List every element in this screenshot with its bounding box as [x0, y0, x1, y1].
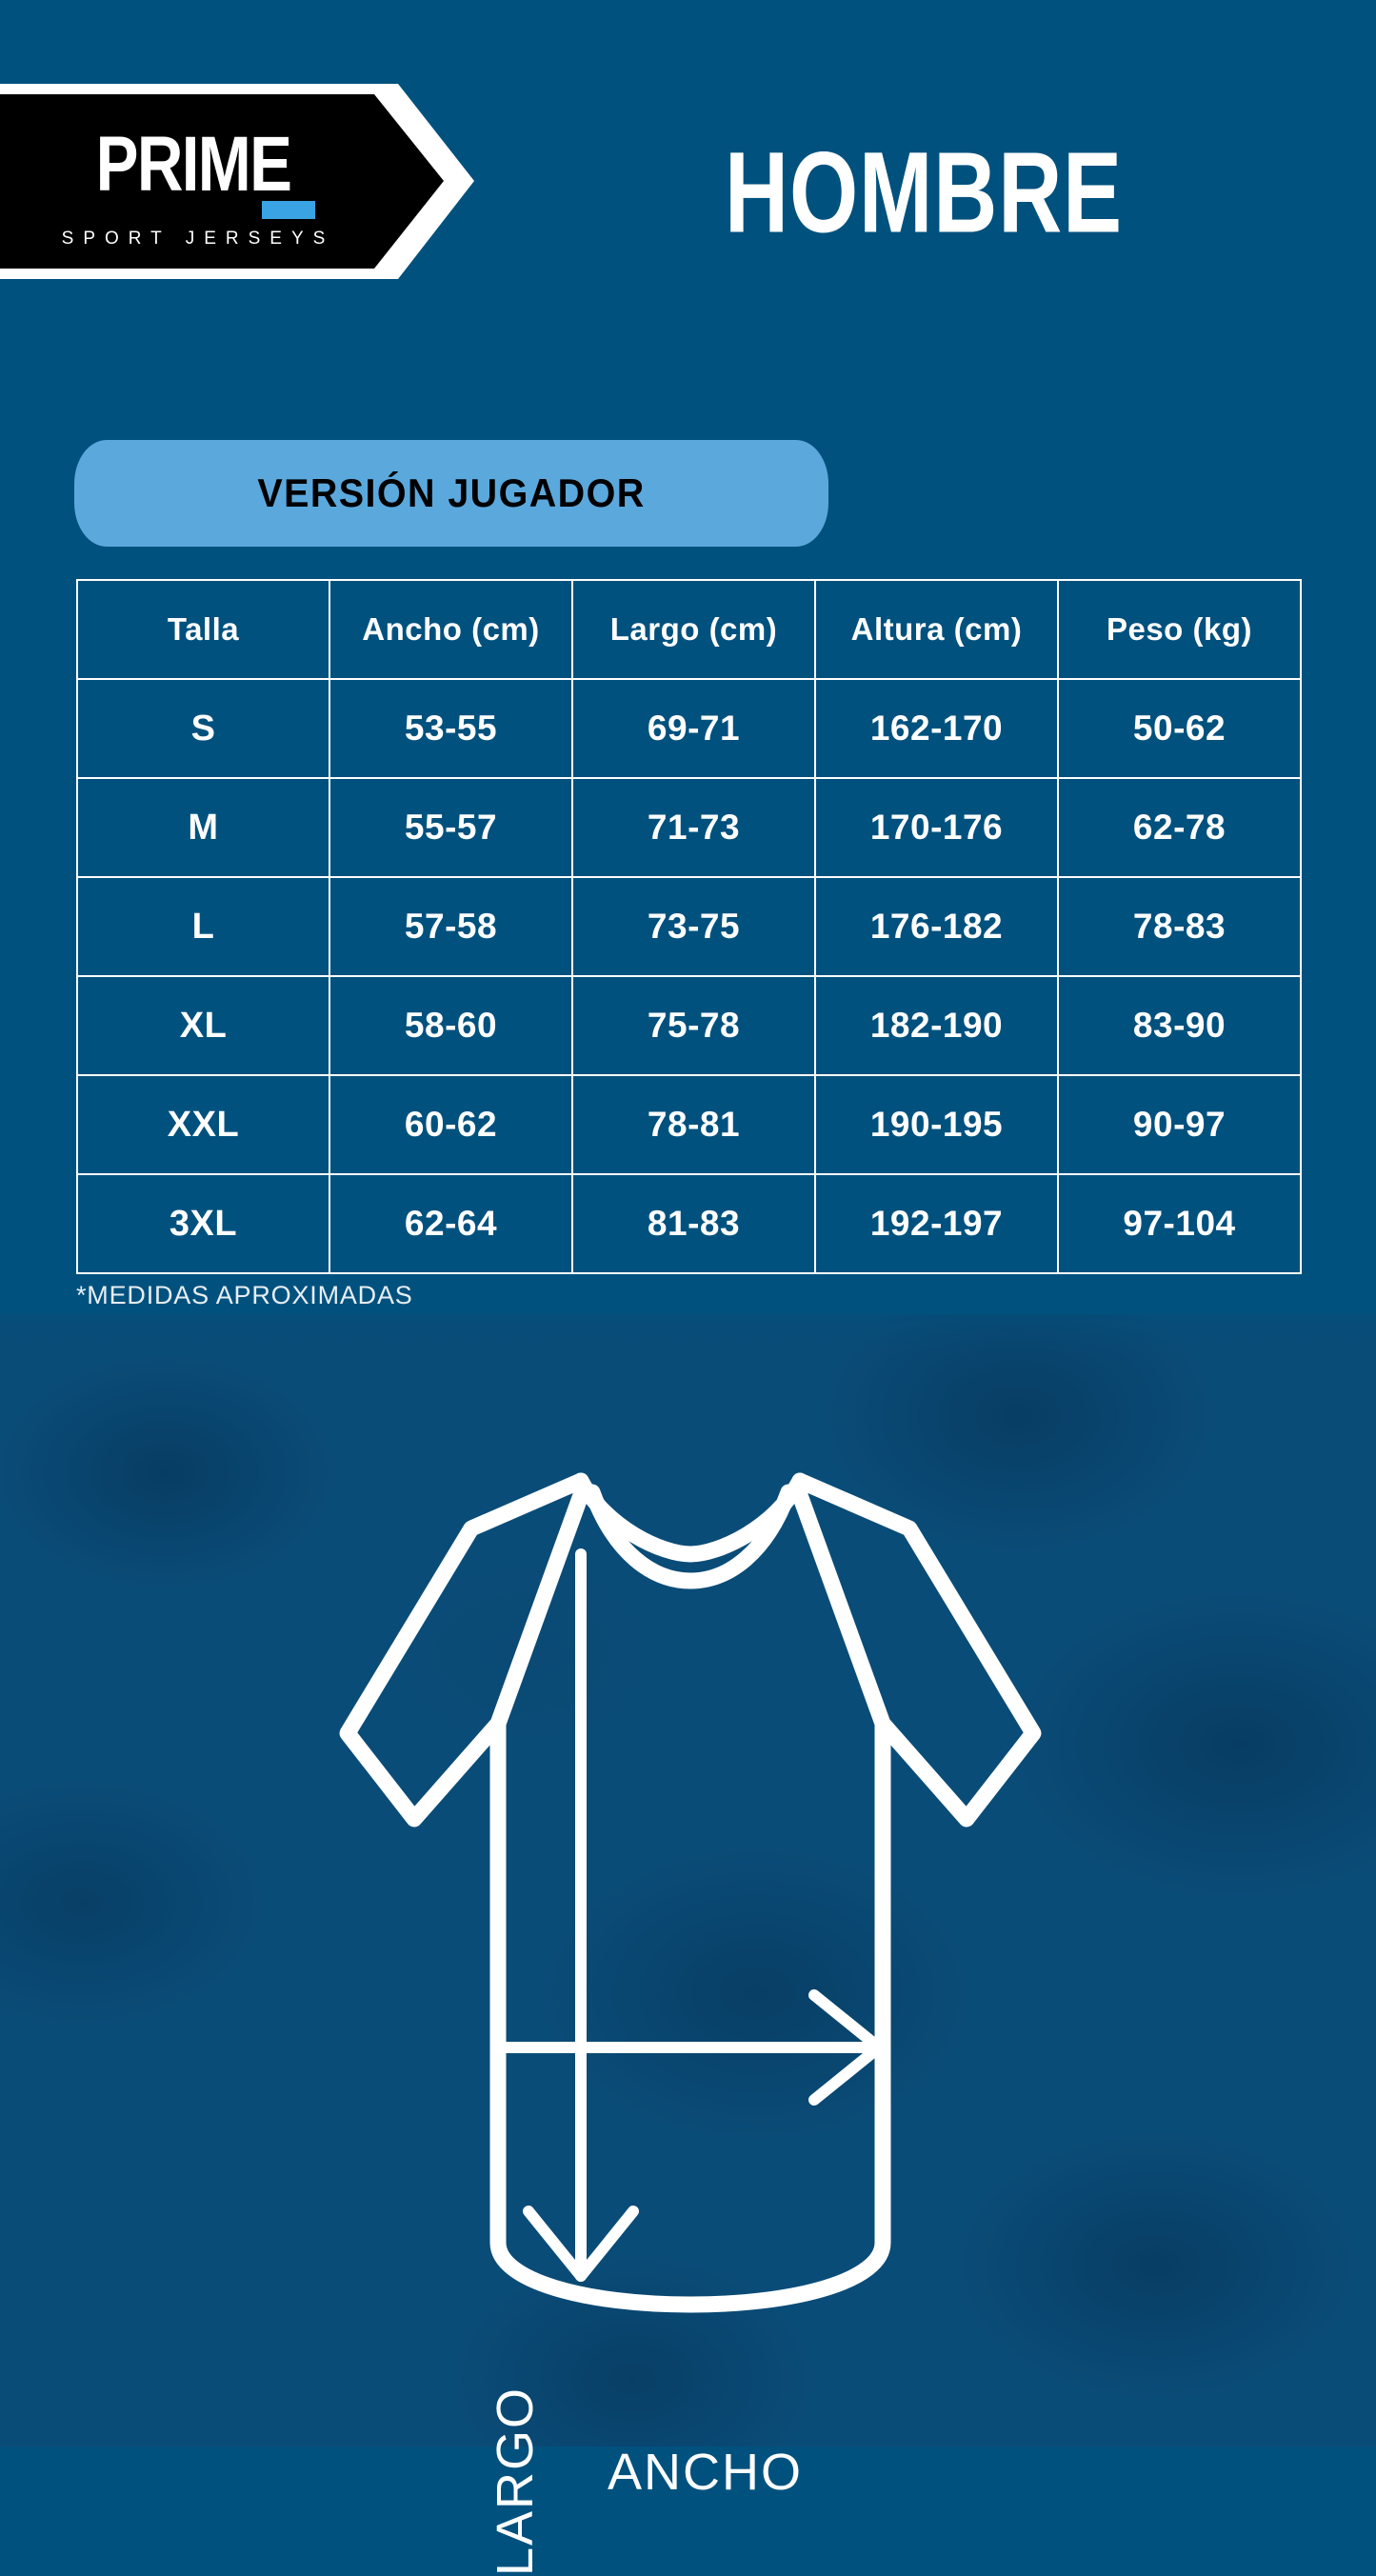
column-header-altura: Altura (cm) [814, 579, 1059, 680]
cell-talla: M [76, 777, 330, 878]
table-row: M 55-57 71-73 170-176 62-78 [76, 777, 1302, 878]
version-badge-label: VERSIÓN JUGADOR [257, 470, 646, 515]
table-row: XL 58-60 75-78 182-190 83-90 [76, 975, 1302, 1076]
cell-ancho: 58-60 [329, 975, 573, 1076]
diagram-label-ancho: ANCHO [608, 2444, 804, 2501]
cell-talla: XL [76, 975, 330, 1076]
cell-peso: 78-83 [1057, 876, 1302, 977]
cell-talla: 3XL [76, 1173, 330, 1274]
logo-banner-shape [0, 94, 444, 269]
column-header-talla: Talla [76, 579, 330, 680]
cell-ancho: 57-58 [329, 876, 573, 977]
cell-ancho: 62-64 [329, 1173, 573, 1274]
cell-largo: 78-81 [571, 1074, 816, 1175]
cell-altura: 176-182 [814, 876, 1059, 977]
cell-altura: 162-170 [814, 678, 1059, 779]
cell-altura: 170-176 [814, 777, 1059, 878]
cell-altura: 192-197 [814, 1173, 1059, 1274]
cell-largo: 75-78 [571, 975, 816, 1076]
cell-peso: 97-104 [1057, 1173, 1302, 1274]
logo-wordmark: PRIME [95, 121, 292, 208]
cell-talla: XXL [76, 1074, 330, 1175]
diagram-label-largo: LARGO [487, 2386, 544, 2576]
cell-peso: 90-97 [1057, 1074, 1302, 1175]
column-header-largo: Largo (cm) [571, 579, 816, 680]
logo-tagline: SPORT JERSEYS [61, 229, 335, 249]
measurements-note: *MEDIDAS APROXIMADAS [76, 1281, 413, 1309]
cell-largo: 73-75 [571, 876, 816, 977]
cell-talla: S [76, 678, 330, 779]
cell-altura: 182-190 [814, 975, 1059, 1076]
table-header-row: Talla Ancho (cm) Largo (cm) Altura (cm) … [76, 579, 1302, 680]
size-chart-table: Talla Ancho (cm) Largo (cm) Altura (cm) … [76, 579, 1302, 1274]
cell-largo: 71-73 [571, 777, 816, 878]
column-header-ancho: Ancho (cm) [329, 579, 573, 680]
tshirt-measurement-diagram: ANCHO LARGO [243, 1438, 1128, 2576]
cell-altura: 190-195 [814, 1074, 1059, 1175]
cell-largo: 69-71 [571, 678, 816, 779]
cell-talla: L [76, 876, 330, 977]
cell-largo: 81-83 [571, 1173, 816, 1274]
table-row: 3XL 62-64 81-83 192-197 97-104 [76, 1173, 1302, 1274]
column-header-peso: Peso (kg) [1057, 579, 1302, 680]
page-title: HOMBRE [725, 127, 1123, 257]
table-row: L 57-58 73-75 176-182 78-83 [76, 876, 1302, 977]
header: PRIME SPORT JERSEYS HOMBRE [0, 0, 1376, 362]
table-row: S 53-55 69-71 162-170 50-62 [76, 678, 1302, 779]
tshirt-outline-icon [339, 1472, 1042, 2313]
cell-ancho: 60-62 [329, 1074, 573, 1175]
cell-peso: 83-90 [1057, 975, 1302, 1076]
cell-ancho: 55-57 [329, 777, 573, 878]
cell-peso: 62-78 [1057, 777, 1302, 878]
table-row: XXL 60-62 78-81 190-195 90-97 [76, 1074, 1302, 1175]
cell-peso: 50-62 [1057, 678, 1302, 779]
cell-ancho: 53-55 [329, 678, 573, 779]
brand-logo: PRIME SPORT JERSEYS [0, 84, 474, 279]
logo-accent-bar [262, 201, 315, 219]
version-badge: VERSIÓN JUGADOR [74, 440, 828, 547]
page-background-texture [0, 1314, 1376, 2446]
